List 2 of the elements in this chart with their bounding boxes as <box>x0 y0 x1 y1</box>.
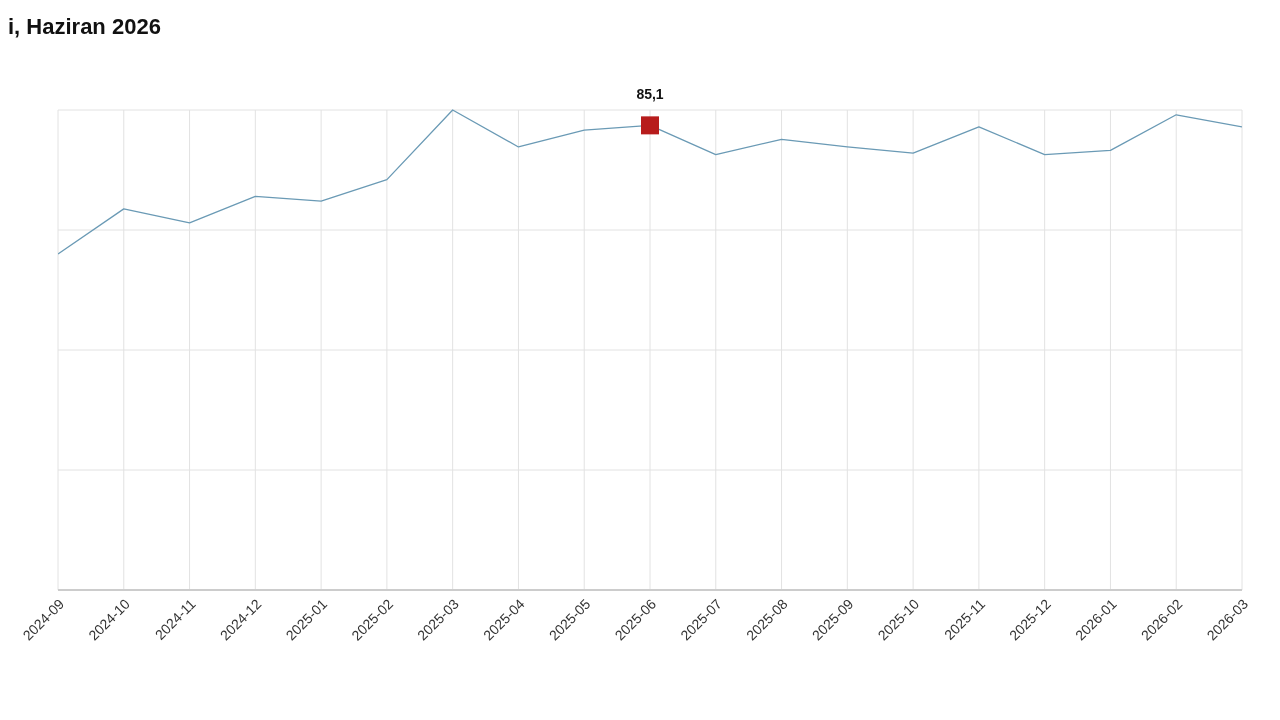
text: 85,1 <box>636 85 664 102</box>
chart-title: i, Haziran 2026 <box>8 14 162 40</box>
